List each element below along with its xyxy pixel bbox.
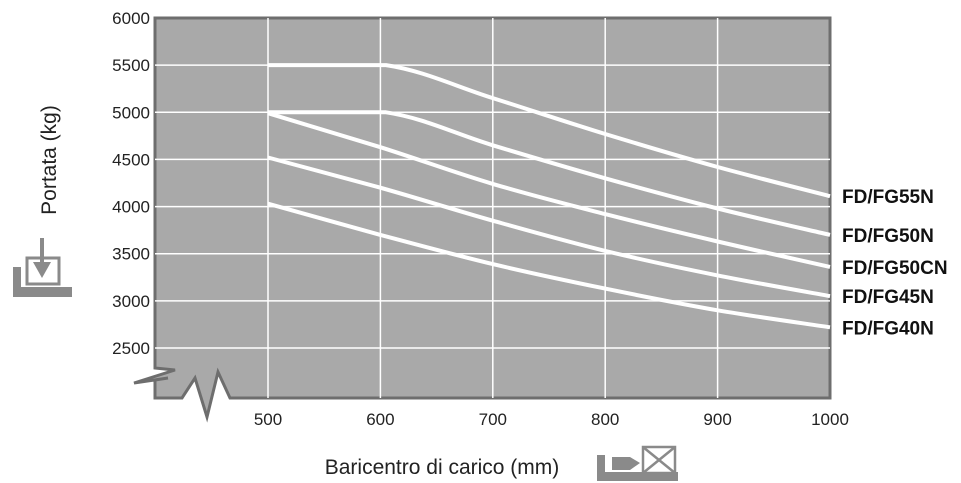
series-line bbox=[268, 110, 831, 237]
y-tick-label: 5500 bbox=[112, 56, 150, 75]
y-tick-label: 2500 bbox=[112, 339, 150, 358]
series-label: FD/FG45N bbox=[842, 287, 934, 308]
series-lines bbox=[267, 63, 831, 330]
x-tick-label: 600 bbox=[366, 410, 394, 429]
load-weight-icon bbox=[13, 238, 72, 297]
x-tick-label: 500 bbox=[254, 410, 282, 429]
y-tick-label: 4000 bbox=[112, 198, 150, 217]
series-line bbox=[268, 63, 831, 199]
grid-lines bbox=[155, 18, 830, 398]
y-tick-label: 3500 bbox=[112, 245, 150, 264]
y-tick-label: 5000 bbox=[112, 103, 150, 122]
series-line bbox=[267, 201, 831, 330]
y-tick-label: 6000 bbox=[112, 9, 150, 28]
load-center-icon bbox=[597, 445, 678, 481]
series-labels: FD/FG55N FD/FG50N FD/FG50CN FD/FG45N FD/FG40… bbox=[842, 187, 948, 339]
y-axis-title: Portata (kg) bbox=[38, 105, 61, 215]
series-label: FD/FG55N bbox=[842, 187, 934, 208]
x-axis-title: Baricentro di carico (mm) bbox=[325, 456, 560, 479]
series-label: FD/FG50CN bbox=[842, 258, 948, 279]
y-axis-ticks: 2500 3000 3500 4000 4500 5000 5500 6000 bbox=[112, 9, 150, 358]
x-tick-label: 700 bbox=[479, 410, 507, 429]
series-label: FD/FG50N bbox=[842, 226, 934, 247]
x-tick-label: 1000 bbox=[811, 410, 849, 429]
series-line bbox=[267, 155, 831, 299]
y-tick-label: 4500 bbox=[112, 150, 150, 169]
y-tick-label: 3000 bbox=[112, 292, 150, 311]
series-label: FD/FG40N bbox=[842, 318, 934, 339]
x-tick-label: 900 bbox=[703, 410, 731, 429]
series-line bbox=[267, 111, 831, 269]
x-axis-ticks: 500 600 700 800 900 1000 bbox=[254, 410, 849, 429]
x-tick-label: 800 bbox=[591, 410, 619, 429]
